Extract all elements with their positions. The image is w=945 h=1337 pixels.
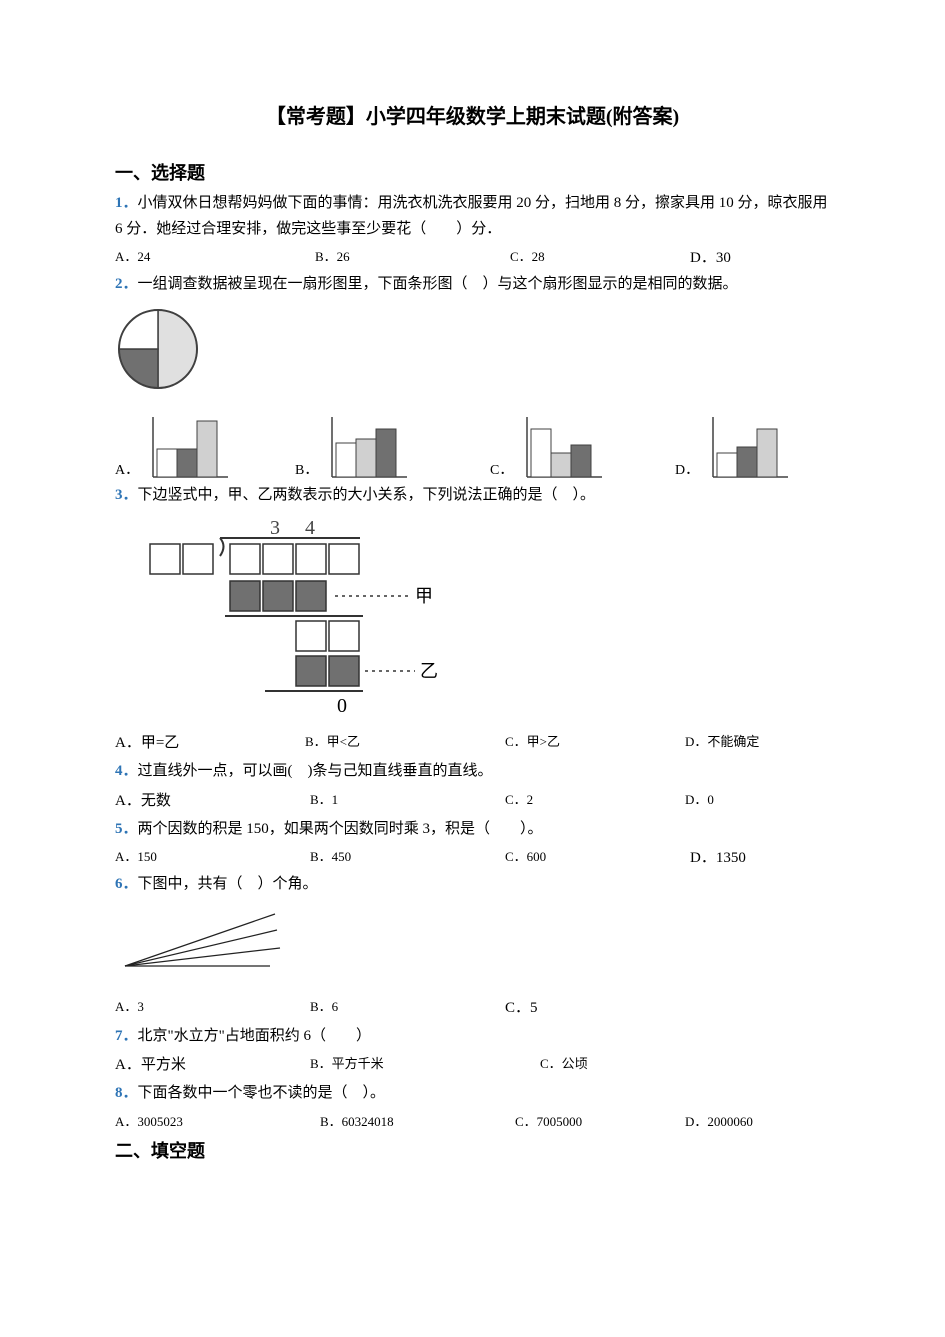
q4-opt-a: A．无数 [115, 789, 171, 810]
question-3: 3．下边竖式中，甲、乙两数表示的大小关系，下列说法正确的是（ ）。 [115, 483, 830, 509]
svg-text:3: 3 [270, 517, 280, 539]
q7-opt-a: A．平方米 [115, 1053, 186, 1074]
q7-opt-b: B．平方千米 [310, 1053, 384, 1072]
q6-options: A．3 B．6 C．5 [115, 996, 830, 1018]
q3-options: A．甲=乙 B．甲<乙 C．甲>乙 D．不能确定 [115, 731, 830, 753]
q3-opt-c: C．甲>乙 [505, 731, 560, 750]
page-title: 【常考题】小学四年级数学上期末试题(附答案) [115, 100, 830, 129]
q1-opt-b: B．26 [315, 246, 350, 265]
q1-opt-c: C．28 [510, 246, 545, 265]
q4-opt-b: B．1 [310, 789, 338, 808]
angle-svg [115, 906, 295, 981]
q8-text: 下面各数中一个零也不读的是（ ）。 [138, 1085, 386, 1101]
question-2: 2．一组调查数据被呈现在一扇形图里，下面条形图（ ）与这个扇形图显示的是相同的数… [115, 272, 830, 298]
q4-opt-c: C．2 [505, 789, 533, 808]
q2-opt-a-label: A． [115, 459, 139, 479]
bars-d [705, 415, 790, 479]
q8-number: 8． [115, 1085, 138, 1101]
svg-text:乙: 乙 [420, 661, 438, 681]
q2-opt-a: A． [115, 415, 230, 479]
q7-text: 北京"水立方"占地面积约 6（ ） [138, 1028, 372, 1044]
q2-opt-b-label: B． [295, 459, 318, 479]
q6-text: 下图中，共有（ ）个角。 [138, 876, 318, 892]
q5-options: A．150 B．450 C．600 D．1350 [115, 846, 830, 866]
q5-number: 5． [115, 821, 138, 837]
q7-number: 7． [115, 1028, 138, 1044]
q6-opt-a: A．3 [115, 996, 144, 1015]
bars-c [519, 415, 604, 479]
q2-opt-d: D． [675, 415, 790, 479]
q5-opt-d: D．1350 [690, 846, 746, 867]
q6-angle-diagram [115, 906, 830, 986]
division-svg: 3 4 甲乙 0 [115, 516, 475, 716]
q6-opt-b: B．6 [310, 996, 338, 1015]
bars-a [145, 415, 230, 479]
q2-pie-chart [115, 306, 830, 401]
q8-opt-c: C．7005000 [515, 1111, 582, 1130]
q4-number: 4． [115, 763, 138, 779]
q3-division-diagram: 3 4 甲乙 0 [115, 516, 830, 721]
q2-bar-options: A． B． C． D． [115, 409, 830, 479]
q8-opt-d: D．2000060 [685, 1111, 753, 1130]
question-6: 6．下图中，共有（ ）个角。 [115, 872, 830, 898]
question-8: 8．下面各数中一个零也不读的是（ ）。 [115, 1081, 830, 1107]
pie-svg [115, 306, 205, 396]
q6-opt-c: C．5 [505, 996, 538, 1017]
q8-options: A．3005023 B．60324018 C．7005000 D．2000060 [115, 1111, 830, 1131]
q3-opt-b: B．甲<乙 [305, 731, 360, 750]
q1-options: A．24 B．26 C．28 D．30 [115, 246, 830, 266]
q7-options: A．平方米 B．平方千米 C．公顷 [115, 1053, 830, 1075]
q4-text: 过直线外一点，可以画( )条与己知直线垂直的直线。 [138, 763, 493, 779]
svg-text:甲: 甲 [415, 586, 433, 606]
q2-opt-c-label: C． [490, 459, 513, 479]
q1-text: 小倩双休日想帮妈妈做下面的事情：用洗衣机洗衣服要用 20 分，扫地用 8 分，擦… [115, 195, 828, 237]
q5-opt-b: B．450 [310, 846, 351, 865]
q4-options: A．无数 B．1 C．2 D．0 [115, 789, 830, 811]
q5-opt-c: C．600 [505, 846, 546, 865]
q3-number: 3． [115, 487, 138, 503]
q5-opt-a: A．150 [115, 846, 157, 865]
q5-text: 两个因数的积是 150，如果两个因数同时乘 3，积是（ ）。 [138, 821, 543, 837]
q2-text: 一组调查数据被呈现在一扇形图里，下面条形图（ ）与这个扇形图显示的是相同的数据。 [138, 276, 738, 292]
q1-opt-d: D．30 [690, 246, 731, 267]
q2-opt-c: C． [490, 415, 604, 479]
q6-number: 6． [115, 876, 138, 892]
q3-opt-a: A．甲=乙 [115, 731, 179, 752]
q4-opt-d: D．0 [685, 789, 714, 808]
q1-opt-a: A．24 [115, 246, 150, 265]
q1-number: 1． [115, 195, 138, 211]
question-5: 5．两个因数的积是 150，如果两个因数同时乘 3，积是（ ）。 [115, 817, 830, 843]
q2-opt-b: B． [295, 415, 409, 479]
bars-b [324, 415, 409, 479]
svg-text:4: 4 [305, 517, 315, 539]
q3-text: 下边竖式中，甲、乙两数表示的大小关系，下列说法正确的是（ ）。 [138, 487, 596, 503]
q8-opt-a: A．3005023 [115, 1111, 183, 1130]
q8-opt-b: B．60324018 [320, 1111, 394, 1130]
question-4: 4．过直线外一点，可以画( )条与己知直线垂直的直线。 [115, 759, 830, 785]
section-2-heading: 二、填空题 [115, 1137, 830, 1163]
question-7: 7．北京"水立方"占地面积约 6（ ） [115, 1024, 830, 1050]
section-1-heading: 一、选择题 [115, 159, 830, 185]
svg-text:0: 0 [337, 695, 347, 716]
question-1: 1．小倩双休日想帮妈妈做下面的事情：用洗衣机洗衣服要用 20 分，扫地用 8 分… [115, 191, 830, 242]
q2-number: 2． [115, 276, 138, 292]
q3-opt-d: D．不能确定 [685, 731, 759, 750]
q7-opt-c: C．公顷 [540, 1053, 588, 1072]
q2-opt-d-label: D． [675, 459, 699, 479]
